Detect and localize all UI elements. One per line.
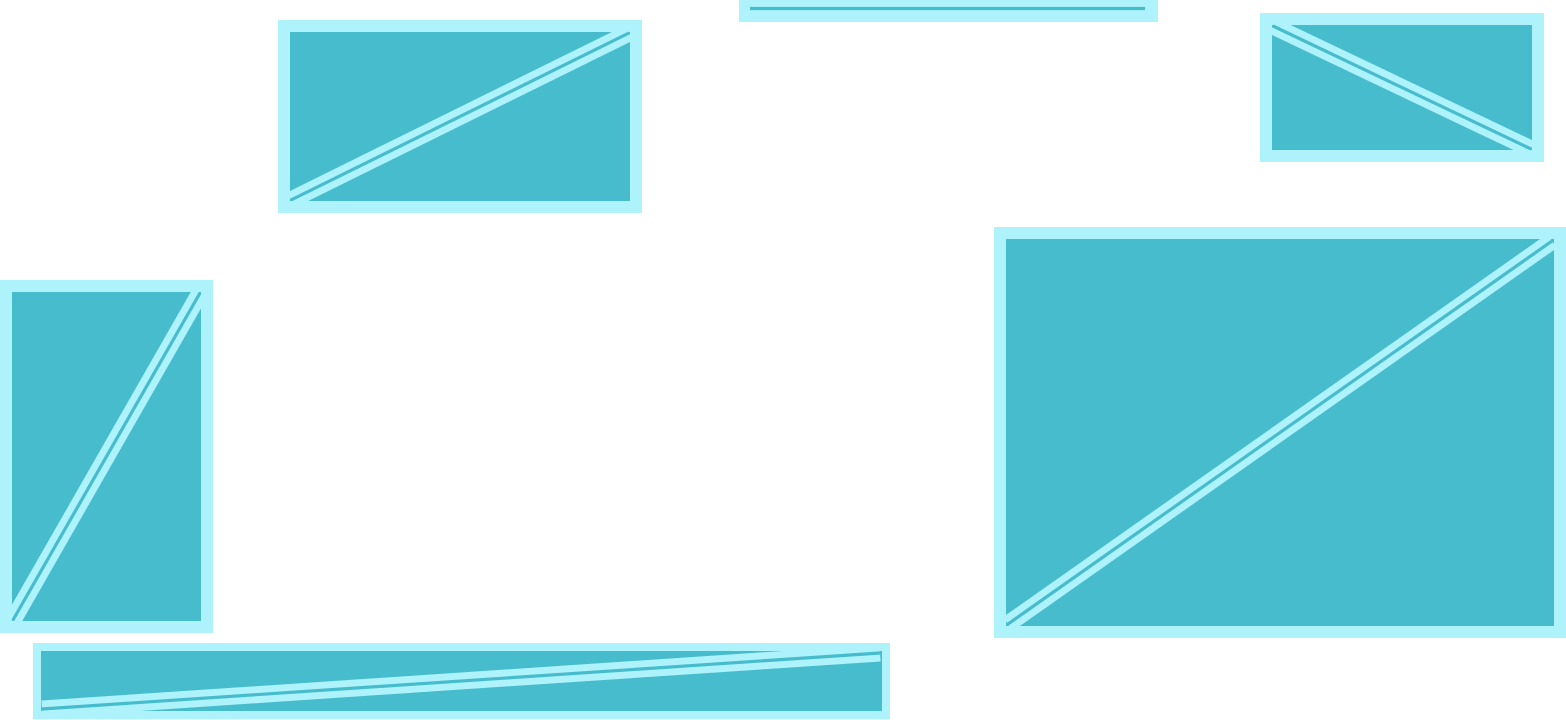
shape-top-thin-bar <box>739 0 1158 22</box>
diagonal-center-line <box>41 651 881 711</box>
shape-upper-right-rect <box>1260 13 1544 162</box>
diagonal-center-line <box>1007 239 1553 626</box>
shape-bottom-long-bar <box>33 643 890 719</box>
shape-big-right-rect <box>994 227 1566 638</box>
shape-upper-left-rect <box>278 20 642 213</box>
diagonal-center-line <box>1272 24 1532 151</box>
diagonal-center-line <box>290 31 630 202</box>
shape-left-tall-rect <box>0 280 213 633</box>
diagonal-center-line <box>11 292 202 621</box>
